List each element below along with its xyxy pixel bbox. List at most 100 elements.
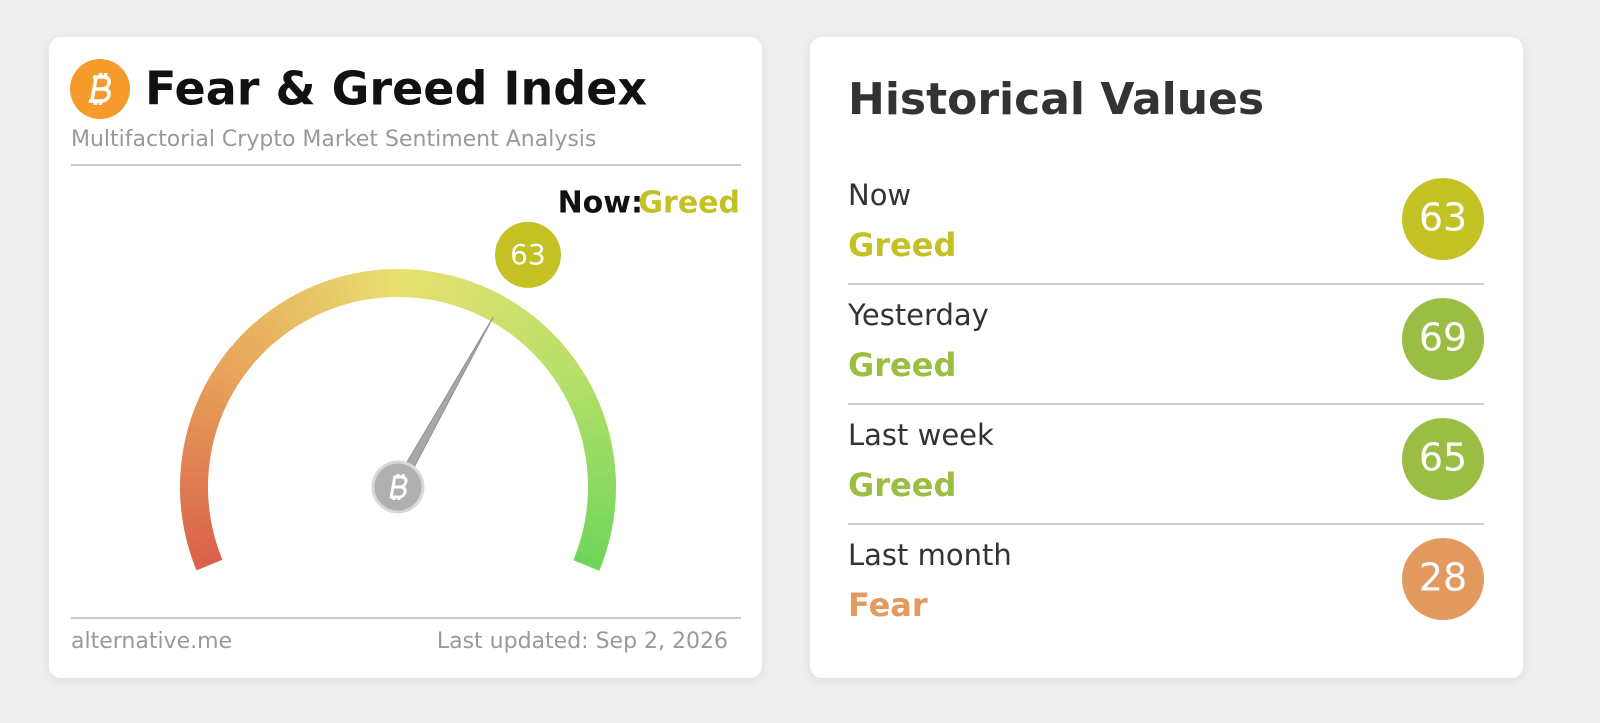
gauge-arc (550, 357, 580, 382)
gauge-arc (186, 532, 217, 551)
history-card (810, 37, 1523, 678)
gauge-arc (576, 413, 607, 433)
row-value: 28 (1419, 556, 1467, 600)
gauge-arc (236, 332, 264, 360)
gauge-arc (376, 269, 390, 298)
gauge-arc (276, 299, 301, 330)
gauge-arc (229, 340, 258, 367)
subtitle: Multifactorial Crypto Market Sentiment A… (71, 127, 596, 152)
gauge-arc (268, 305, 293, 335)
gauge-arc (182, 443, 212, 460)
gauge-arc (584, 444, 614, 460)
gauge-arc (180, 465, 209, 478)
gauge-arc (196, 393, 227, 415)
history-title: Historical Values (848, 74, 1264, 125)
gauge-arc (569, 393, 600, 415)
gauge-arc (186, 423, 217, 441)
row-value: 63 (1419, 196, 1467, 240)
gauge-arc (285, 294, 309, 325)
value-badge (1402, 298, 1484, 380)
gauge-arc (565, 384, 596, 407)
gauge-arc (304, 285, 326, 316)
gauge-arc (462, 281, 482, 312)
row-classification: Fear (848, 586, 928, 624)
row-label: Yesterday (847, 298, 989, 332)
gauge-arc (573, 551, 604, 571)
gauge-arc (259, 311, 286, 341)
gauge-arc (587, 465, 616, 479)
gauge-badge (494, 221, 561, 288)
gauge-arc (314, 281, 335, 312)
last-updated: Last updated: Sep 2, 2026 (437, 629, 728, 654)
gauge-arc (495, 300, 520, 330)
value-badge (1402, 418, 1484, 500)
history-rows: Now Greed 63 Yesterday Greed 69 Last week Greed… (847, 178, 1484, 624)
gauge-arc (587, 496, 616, 509)
source: alternative.me (71, 629, 232, 654)
row-label: Last week (848, 418, 994, 452)
needle-hub-glyph (389, 474, 408, 500)
gauge-arc (579, 423, 610, 442)
row-classification: Greed (848, 466, 956, 504)
gauge-value: 63 (510, 238, 546, 271)
gauge-arc (216, 356, 246, 382)
gauge-arc (243, 325, 271, 353)
gauge-arc (189, 541, 220, 561)
gauge-arc (180, 475, 209, 487)
gauge-arc (576, 542, 607, 561)
gauge-arc (560, 374, 591, 398)
bitcoin-glyph (88, 73, 111, 105)
gauge-arc (544, 348, 574, 375)
gauge-arc (324, 278, 344, 309)
gauge-arc (205, 374, 236, 398)
gauge-arc (453, 278, 472, 309)
gauge-arc (407, 269, 420, 298)
gauge-arc (251, 318, 278, 347)
gauge-arc (582, 524, 612, 541)
gauge-arc (355, 271, 371, 301)
gauge-arc (525, 325, 553, 353)
gauge-arc (222, 348, 252, 374)
row-label: Now (848, 178, 911, 212)
gauge-arc (573, 403, 604, 424)
gauge-arc (200, 383, 231, 406)
row-classification: Greed (848, 226, 956, 264)
gauge-arc (579, 533, 610, 551)
gauge-arc (587, 476, 616, 488)
gauge-arc (587, 487, 616, 499)
gauge-arc (387, 269, 399, 298)
gauge-arc (532, 332, 560, 360)
gauge-arc (585, 455, 616, 469)
gauge-arc (479, 289, 502, 320)
gauge-arc (189, 413, 220, 432)
gauge-arc (435, 273, 452, 303)
row-classification: Greed (848, 346, 956, 384)
gauge-arc (503, 305, 529, 335)
gauge-arc (444, 275, 462, 306)
gauge-arc (518, 318, 545, 347)
gauge-arc (398, 269, 410, 298)
gauge-arc (192, 550, 223, 571)
gauge-arc (366, 269, 380, 300)
bitcoin-glyph (389, 474, 408, 500)
gauge-arc (470, 285, 492, 316)
gauge-arc (182, 514, 212, 530)
gauge-arc (180, 495, 209, 509)
gauge-arc (192, 403, 223, 423)
now-label: Now: (558, 186, 643, 221)
value-badge (1402, 538, 1484, 620)
gauge-arc (295, 289, 318, 320)
gauge-arc (555, 365, 586, 390)
gauge-arc (538, 340, 567, 367)
now-classification: Greed (638, 186, 740, 221)
gauge-arc (211, 365, 241, 390)
gauge-arc (511, 311, 537, 341)
gauge-card (49, 37, 762, 678)
gauge-arc (425, 271, 442, 301)
row-label: Last month (848, 538, 1012, 572)
gauge-arc (184, 433, 214, 450)
value-badge (1402, 178, 1484, 260)
gauge-arc (334, 275, 353, 306)
gauge-arc (180, 505, 211, 519)
